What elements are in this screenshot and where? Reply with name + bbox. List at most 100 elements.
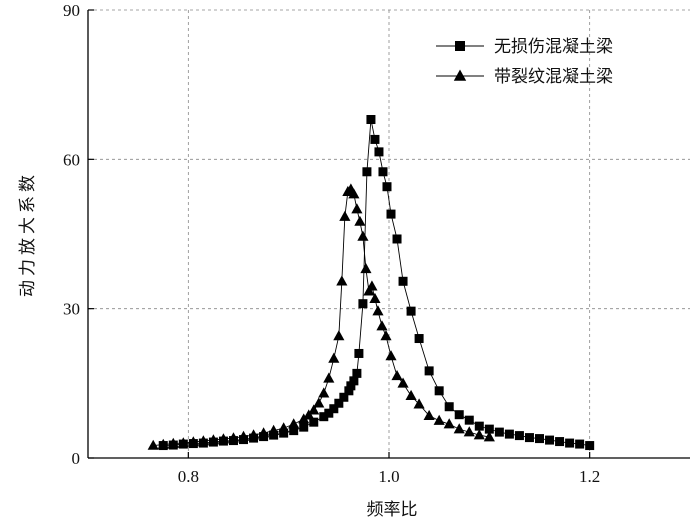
data-point-triangle (197, 435, 209, 446)
data-point-triangle (391, 370, 403, 381)
data-point-square (370, 134, 380, 144)
data-point-square (454, 410, 464, 420)
legend-label: 带裂纹混凝土梁 (494, 67, 613, 87)
data-point-triangle (348, 188, 360, 199)
data-point-triangle (147, 439, 159, 450)
data-point-triangle (351, 203, 363, 214)
data-point-square (324, 408, 334, 418)
data-point-triangle (207, 434, 219, 445)
data-point-triangle (313, 397, 325, 408)
data-point-square (334, 398, 344, 408)
data-point-square (545, 435, 555, 445)
data-point-triangle (339, 210, 351, 221)
data-point-triangle (397, 377, 409, 388)
data-point-square (555, 437, 565, 447)
data-point-square (575, 439, 585, 449)
legend-item: 带裂纹混凝土梁 (436, 67, 613, 87)
data-point-triangle (278, 422, 290, 433)
data-point-triangle (323, 372, 335, 383)
data-point-triangle (380, 330, 392, 341)
data-point-triangle (360, 262, 372, 274)
data-point-square (346, 381, 356, 391)
y-tick-label: 0 (72, 449, 81, 468)
legend-item: 无损伤混凝土梁 (436, 37, 613, 57)
data-point-triangle (473, 429, 485, 440)
data-point-square (535, 434, 544, 444)
series-layer (147, 115, 595, 451)
data-point-square (366, 115, 376, 125)
data-point-triangle (268, 424, 280, 435)
data-point-triangle (354, 215, 366, 226)
data-point-square (414, 334, 424, 344)
data-point-triangle (167, 437, 179, 448)
data-point-square (514, 431, 524, 441)
data-point-square (484, 424, 494, 434)
data-point-square (504, 429, 514, 439)
y-tick-label: 90 (63, 1, 80, 20)
data-point-square (398, 276, 408, 286)
data-point-square (299, 422, 309, 432)
data-point-square (585, 441, 595, 451)
data-point-triangle (177, 437, 189, 448)
data-point-square (319, 412, 329, 422)
data-point-square (352, 368, 362, 378)
data-point-square (279, 428, 289, 438)
data-point-triangle (227, 432, 240, 443)
data-point-square (344, 386, 354, 396)
data-point-triangle (376, 320, 388, 331)
y-axis-title: 动力放大系数 (18, 171, 38, 297)
data-point-triangle (247, 429, 260, 440)
data-point-square (392, 234, 402, 244)
data-point-square (374, 147, 384, 157)
data-point-square (378, 167, 388, 177)
data-point-triangle (413, 398, 425, 409)
data-point-triangle (258, 427, 270, 438)
data-point-triangle (483, 431, 495, 442)
y-tick-label: 30 (63, 300, 80, 319)
data-point-square (524, 433, 534, 443)
data-point-square (565, 438, 575, 448)
x-tick-label: 0.8 (178, 467, 199, 486)
data-point-triangle (423, 409, 435, 420)
series-line (163, 119, 590, 447)
data-point-square (494, 427, 504, 437)
data-point-square (424, 366, 434, 376)
data-point-triangle (318, 387, 330, 398)
data-point-triangle (357, 230, 369, 241)
legend-label: 无损伤混凝土梁 (494, 37, 613, 57)
y-tick-label: 60 (63, 150, 80, 169)
data-point-triangle (237, 430, 250, 441)
grid-lines (88, 9, 690, 458)
x-axis-title: 频率比 (367, 500, 418, 520)
data-point-triangle (366, 280, 378, 291)
data-point-square (329, 404, 339, 414)
data-point-triangle (463, 426, 475, 437)
data-point-square (386, 209, 396, 219)
legend-marker-triangle (453, 69, 467, 81)
tick-labels: 0.8 1.0 1.2 0 30 60 90 (63, 1, 600, 486)
x-tick-label: 1.2 (579, 467, 600, 486)
data-point-square (309, 417, 319, 427)
data-point-triangle (385, 350, 397, 361)
data-point-triangle (298, 413, 310, 424)
data-point-triangle (187, 436, 199, 447)
data-point-triangle (369, 292, 381, 303)
data-point-triangle (157, 438, 169, 449)
data-point-square (382, 182, 392, 192)
data-point-square (474, 421, 484, 431)
data-point-triangle (333, 330, 345, 341)
data-point-square (406, 306, 416, 316)
series-square (158, 115, 595, 451)
data-point-square (349, 376, 359, 386)
data-point-triangle (433, 414, 445, 425)
data-point-triangle (336, 275, 348, 286)
data-point-triangle (443, 418, 455, 429)
data-point-triangle (308, 404, 320, 415)
data-point-triangle (217, 433, 230, 444)
data-point-triangle (288, 418, 300, 429)
data-point-square (289, 426, 299, 436)
data-point-square (339, 392, 349, 402)
data-point-square (362, 167, 372, 177)
data-point-triangle (372, 305, 384, 316)
